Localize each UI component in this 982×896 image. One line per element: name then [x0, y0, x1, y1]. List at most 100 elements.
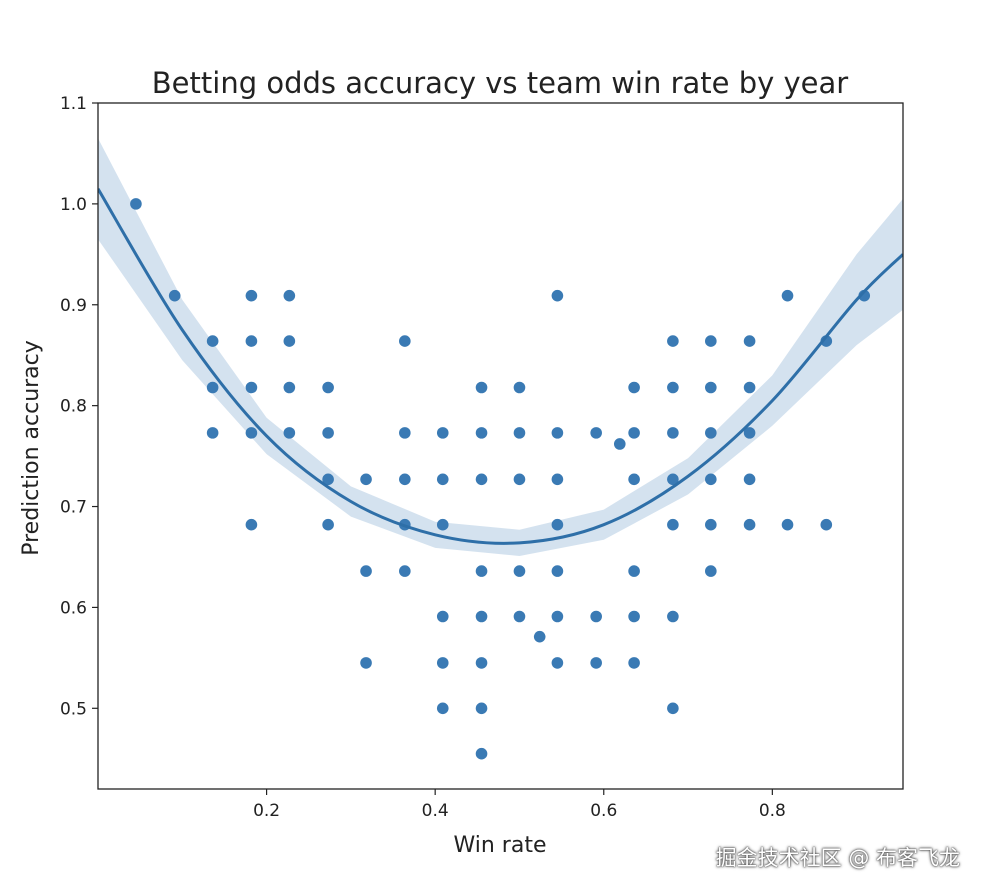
data-point — [475, 427, 488, 439]
data-point — [743, 427, 756, 439]
data-point — [590, 427, 602, 439]
data-point — [551, 427, 564, 439]
data-point — [436, 473, 449, 486]
x-tick-label: 0.2 — [253, 801, 280, 821]
data-point — [168, 289, 181, 302]
data-point — [245, 335, 258, 347]
y-tick-label: 0.6 — [60, 598, 87, 618]
y-axis-ticks: 0.5 0.6 0.7 0.8 0.9 1.0 1.1 — [60, 94, 98, 719]
data-point — [475, 473, 488, 486]
data-point — [551, 473, 564, 486]
data-point — [551, 565, 564, 577]
data-point — [475, 657, 488, 669]
y-tick-label: 0.5 — [60, 699, 87, 719]
data-point — [667, 518, 679, 531]
data-point — [705, 381, 717, 394]
data-point — [590, 657, 602, 669]
confidence-band-area — [98, 138, 903, 557]
y-tick-label: 1.1 — [60, 94, 87, 114]
x-axis-ticks: 0.2 0.4 0.6 0.8 — [253, 789, 786, 821]
data-point — [628, 610, 640, 623]
y-tick-label: 1.0 — [60, 195, 87, 215]
y-tick-label: 0.9 — [60, 296, 87, 316]
data-point — [283, 427, 296, 439]
data-point — [743, 381, 756, 394]
data-point — [667, 381, 679, 394]
data-point — [436, 657, 449, 669]
x-tick-label: 0.6 — [590, 801, 617, 821]
chart-title: Betting odds accuracy vs team win rate b… — [152, 66, 848, 100]
data-point — [551, 657, 564, 669]
data-point — [360, 473, 372, 486]
data-point — [781, 518, 794, 531]
data-point — [322, 473, 334, 486]
data-point — [705, 518, 717, 531]
x-tick-label: 0.4 — [422, 801, 449, 821]
data-point — [283, 289, 296, 302]
data-point — [436, 427, 449, 439]
data-point — [436, 610, 449, 623]
data-point — [399, 473, 411, 486]
data-point — [628, 427, 640, 439]
data-point — [781, 289, 794, 302]
data-point — [743, 335, 756, 347]
data-point — [513, 565, 526, 577]
data-point — [322, 381, 334, 394]
data-point — [206, 427, 219, 439]
data-point — [628, 381, 640, 394]
data-points — [130, 198, 871, 760]
y-tick-label: 0.8 — [60, 397, 87, 417]
data-point — [360, 565, 372, 577]
data-point — [245, 427, 258, 439]
y-tick-label: 0.7 — [60, 498, 87, 518]
data-point — [475, 702, 488, 715]
data-point — [399, 565, 411, 577]
data-point — [245, 381, 258, 394]
data-point — [820, 518, 833, 531]
data-point — [513, 473, 526, 486]
data-point — [667, 702, 679, 715]
data-point — [705, 335, 717, 347]
x-tick-label: 0.8 — [759, 801, 786, 821]
data-point — [743, 518, 756, 531]
data-point — [245, 289, 258, 302]
data-point — [705, 473, 717, 486]
data-point — [667, 473, 679, 486]
data-point — [613, 438, 626, 450]
data-point — [628, 565, 640, 577]
data-point — [399, 335, 411, 347]
data-point — [322, 427, 334, 439]
data-point — [436, 702, 449, 715]
data-point — [206, 381, 219, 394]
data-point — [667, 335, 679, 347]
data-point — [360, 657, 372, 669]
regression-line — [98, 187, 903, 545]
data-point — [705, 565, 717, 577]
data-point — [475, 610, 488, 623]
data-point — [475, 565, 488, 577]
x-axis-label: Win rate — [453, 833, 546, 858]
data-point — [283, 335, 296, 347]
data-point — [628, 473, 640, 486]
data-point — [245, 518, 258, 531]
data-point — [322, 518, 334, 531]
data-point — [436, 518, 449, 531]
data-point — [743, 473, 756, 486]
plot-area-frame — [97, 102, 904, 790]
data-point — [667, 427, 679, 439]
data-point — [667, 610, 679, 623]
data-point — [705, 427, 717, 439]
y-axis-label: Prediction accuracy — [19, 340, 44, 556]
data-point — [475, 381, 488, 394]
watermark: 掘金技术社区 @ 布客飞龙 — [715, 846, 960, 870]
data-point — [551, 518, 564, 531]
data-point — [283, 381, 296, 394]
confidence-band — [98, 138, 903, 557]
data-point — [130, 198, 142, 210]
data-point — [513, 427, 526, 439]
data-point — [590, 610, 602, 623]
data-point — [399, 427, 411, 439]
data-point — [475, 747, 488, 760]
data-point — [551, 610, 564, 623]
